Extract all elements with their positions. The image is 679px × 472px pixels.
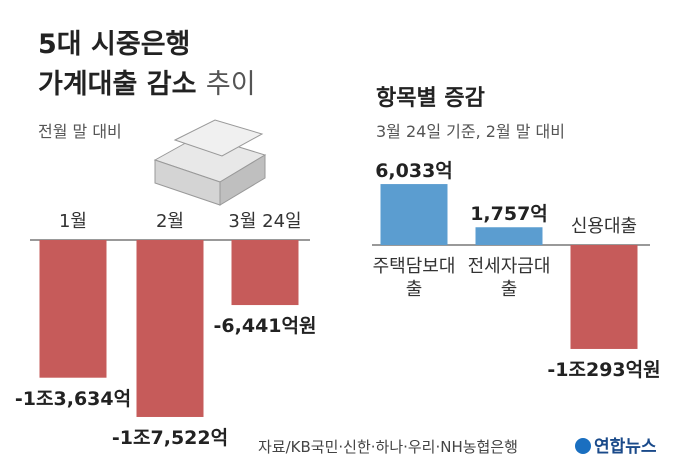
logo: 연합뉴스 [575, 432, 657, 457]
value-label: -6,441억원 [213, 315, 317, 338]
subtitle: 전월 말 대비 [38, 122, 122, 141]
bar [231, 240, 299, 306]
money-icon [153, 119, 267, 206]
category-label: 3월 24일 [228, 211, 302, 232]
chart-title: 항목별 증감 [376, 86, 485, 111]
bar [475, 227, 543, 245]
bar [380, 184, 448, 245]
title-line: 가계대출 감소 추이 [38, 62, 256, 101]
category-label: 2월 [155, 211, 184, 232]
category-label: 전세자금대출 [467, 256, 551, 300]
title-line: 5대 시중은행 [38, 29, 191, 60]
value-label: -1조7,522억 [111, 426, 229, 449]
source: 자료/KB국민·신한·하나·우리·NH농협은행 [258, 438, 518, 456]
value-label: -1조3,634억 [14, 387, 132, 410]
value-label: 1,757억 [470, 203, 548, 226]
category-label: 신용대출 [570, 216, 638, 237]
title-part: 추이 [205, 69, 256, 100]
bar [136, 240, 204, 417]
subtitle: 3월 24일 기준, 2월 말 대비 [376, 122, 565, 141]
category-label: 주택담보대출 [372, 256, 456, 300]
bar [570, 245, 638, 349]
title-part: 가계대출 감소 [38, 69, 197, 100]
value-label: -1조293억원 [547, 358, 661, 381]
value-label: 6,033억 [375, 160, 453, 183]
logo-text: 연합뉴스 [594, 437, 657, 457]
category-label: 1월 [58, 211, 87, 232]
bar [39, 240, 107, 378]
